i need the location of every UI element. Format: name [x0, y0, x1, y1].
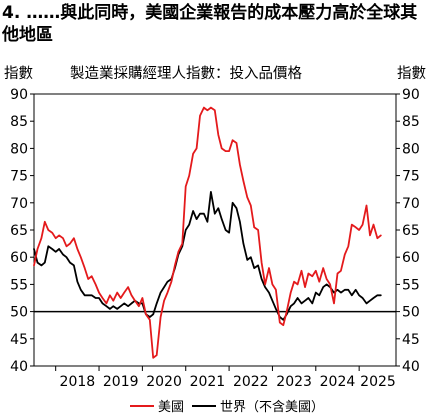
x-tick-label-2024: 2024 — [320, 374, 356, 390]
chart-title: 4. ……與此同時，美國企業報告的成本壓力高於全球其他地區 — [2, 3, 418, 45]
legend-label-us: 美國 — [158, 400, 185, 415]
y-tick-label-right-90: 90 — [402, 87, 420, 103]
y-tick-label-left-80: 80 — [10, 141, 28, 157]
y-tick-label-right-55: 55 — [402, 277, 420, 293]
series-line-world — [33, 191, 382, 321]
line-chart: 40 40 45 45 50 50 55 55 60 60 65 65 70 70 75 75 80 80 85 85… — [10, 87, 420, 390]
y-tick-label-left-45: 45 — [10, 332, 28, 348]
x-tick-label-2019: 2019 — [103, 374, 139, 390]
y-tick-label-right-50: 50 — [402, 305, 420, 321]
x-tick-label-2023: 2023 — [276, 374, 312, 390]
y-tick-label-left-65: 65 — [10, 223, 28, 239]
y-tick-label-right-60: 60 — [402, 250, 420, 266]
y-tick-label-right-45: 45 — [402, 332, 420, 348]
legend-swatch-world — [192, 404, 217, 407]
chart-subtitle: 製造業採購經理人指數：投入品價格 — [70, 66, 302, 82]
y-tick-label-left-55: 55 — [10, 277, 28, 293]
plot-frame — [33, 93, 397, 367]
legend-item-us: 美國 — [130, 396, 184, 415]
legend: 美國 世界（不含美國） — [130, 396, 332, 415]
y-tick-label-right-75: 75 — [402, 169, 420, 185]
x-tick-label-2020: 2020 — [146, 374, 182, 390]
legend-item-world: 世界（不含美國） — [192, 396, 324, 415]
y-tick-label-right-70: 70 — [402, 196, 420, 212]
y-tick-label-left-40: 40 — [10, 359, 28, 375]
left-axis-unit: 指數 — [4, 66, 33, 82]
y-tick-label-right-40: 40 — [402, 359, 420, 375]
legend-swatch-us — [130, 404, 154, 407]
x-tick-label-2021: 2021 — [190, 374, 226, 390]
x-tick-label-2022: 2022 — [233, 374, 269, 390]
x-tick-label-2025: 2025 — [360, 374, 396, 390]
y-tick-label-right-85: 85 — [402, 114, 420, 130]
y-tick-label-left-75: 75 — [10, 169, 28, 185]
y-tick-label-left-50: 50 — [10, 305, 28, 321]
y-tick-label-left-90: 90 — [10, 87, 28, 103]
legend-label-world: 世界（不含美國） — [220, 400, 325, 415]
y-tick-label-left-60: 60 — [10, 250, 28, 266]
y-tick-label-right-80: 80 — [402, 141, 420, 157]
y-tick-label-left-70: 70 — [10, 196, 28, 212]
right-axis-unit: 指數 — [397, 66, 426, 82]
y-tick-label-left-85: 85 — [10, 114, 28, 130]
series-line-us — [33, 106, 382, 359]
x-tick-label-2018: 2018 — [60, 374, 96, 390]
y-tick-label-right-65: 65 — [402, 223, 420, 239]
